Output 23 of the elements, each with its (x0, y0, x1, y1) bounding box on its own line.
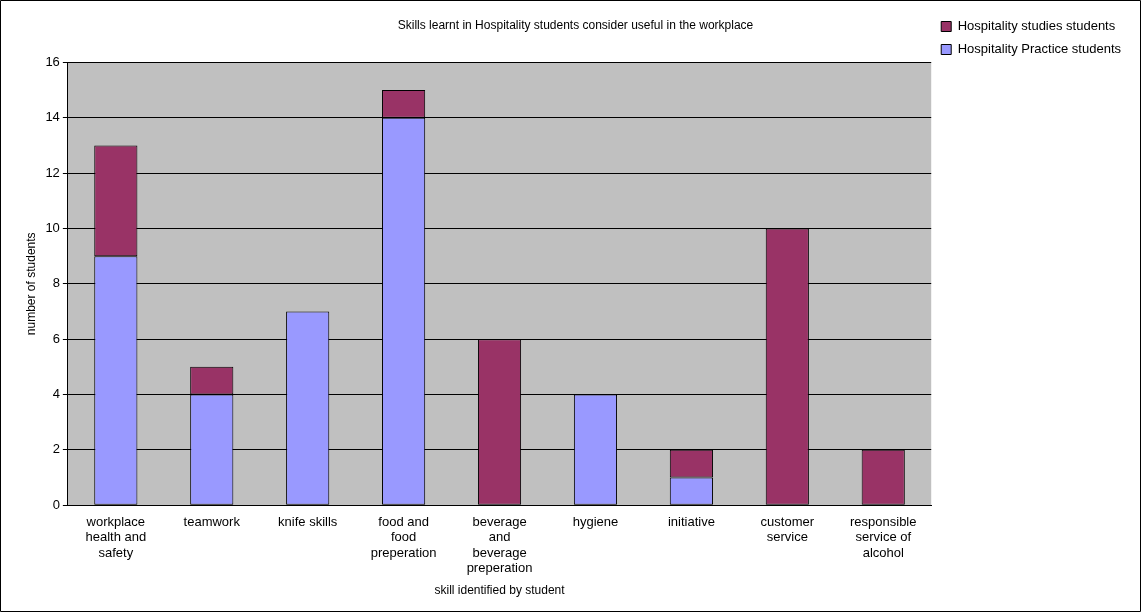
x-tick-label: food and food preperation (370, 513, 437, 560)
legend-label: Hospitality studies students (957, 18, 1116, 34)
x-tick-label: customer service (760, 513, 815, 545)
x-tick-label: workplace health and safety (85, 513, 147, 560)
x-tick-label: teamwork (183, 513, 241, 529)
x-tick-label: beverage and beverage preperation (466, 513, 533, 576)
y-tick-label: 12 (45, 164, 60, 180)
x-tick-label: initiative (667, 513, 715, 529)
y-tick-label: 0 (52, 496, 60, 512)
x-axis-title: skill identified by student (434, 583, 566, 598)
y-tick-label: 4 (52, 386, 60, 402)
y-tick-label: 10 (45, 220, 60, 236)
y-tick-label: 6 (52, 330, 60, 346)
y-tick-label: 16 (45, 53, 60, 69)
x-tick-label: responsible service of alcohol (849, 513, 917, 560)
legend-label: Hospitality Practice students (957, 41, 1122, 57)
y-tick-label: 2 (52, 441, 60, 457)
y-tick-label: 14 (45, 109, 60, 125)
x-tick-label: hygiene (572, 513, 619, 529)
chart-title: Skills learnt in Hospitality students consider useful in the workplace (397, 17, 754, 32)
y-axis-title: number of students (23, 232, 38, 336)
x-tick-label: knife skills (278, 513, 338, 529)
y-tick-label: 8 (52, 275, 60, 291)
